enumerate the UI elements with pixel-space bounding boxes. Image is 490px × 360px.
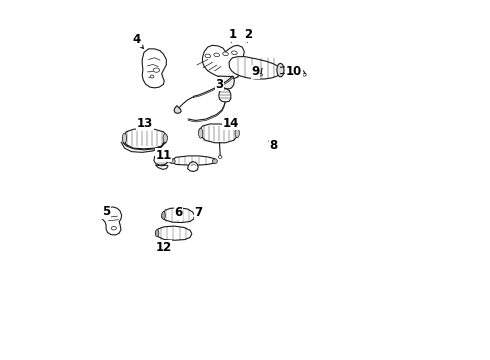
Ellipse shape	[222, 52, 228, 56]
Ellipse shape	[232, 51, 237, 55]
Text: 1: 1	[228, 28, 237, 41]
Ellipse shape	[170, 159, 175, 164]
Ellipse shape	[235, 129, 239, 138]
PathPatch shape	[202, 45, 245, 80]
Text: 5: 5	[102, 206, 110, 219]
Ellipse shape	[155, 230, 159, 237]
Ellipse shape	[214, 53, 220, 57]
Ellipse shape	[303, 73, 306, 76]
Ellipse shape	[111, 226, 116, 230]
Text: 4: 4	[133, 33, 141, 46]
PathPatch shape	[174, 105, 181, 113]
Text: 9: 9	[251, 66, 260, 78]
Ellipse shape	[162, 212, 165, 219]
PathPatch shape	[122, 128, 167, 149]
Text: 6: 6	[174, 206, 182, 219]
Text: 7: 7	[194, 206, 202, 219]
PathPatch shape	[219, 76, 234, 89]
Ellipse shape	[150, 75, 154, 78]
Text: 8: 8	[269, 139, 277, 152]
Ellipse shape	[219, 156, 222, 158]
Text: 3: 3	[216, 78, 223, 91]
Text: 11: 11	[155, 149, 172, 162]
Ellipse shape	[163, 134, 168, 143]
Text: 2: 2	[245, 28, 253, 41]
Ellipse shape	[300, 68, 302, 73]
PathPatch shape	[142, 49, 166, 88]
PathPatch shape	[219, 89, 231, 102]
PathPatch shape	[162, 208, 195, 222]
PathPatch shape	[229, 57, 280, 79]
Ellipse shape	[259, 73, 263, 76]
Ellipse shape	[212, 159, 218, 163]
Ellipse shape	[277, 63, 284, 77]
PathPatch shape	[101, 207, 122, 235]
PathPatch shape	[154, 154, 169, 165]
Text: 14: 14	[222, 117, 239, 130]
PathPatch shape	[156, 226, 192, 240]
Ellipse shape	[198, 128, 203, 138]
PathPatch shape	[199, 124, 239, 143]
Ellipse shape	[205, 54, 211, 58]
Ellipse shape	[153, 68, 160, 72]
PathPatch shape	[188, 162, 198, 171]
Ellipse shape	[122, 133, 126, 143]
PathPatch shape	[121, 142, 164, 152]
Text: 13: 13	[137, 117, 153, 130]
PathPatch shape	[172, 156, 215, 165]
Text: 10: 10	[286, 66, 302, 78]
Text: 12: 12	[155, 241, 172, 254]
PathPatch shape	[156, 165, 168, 169]
